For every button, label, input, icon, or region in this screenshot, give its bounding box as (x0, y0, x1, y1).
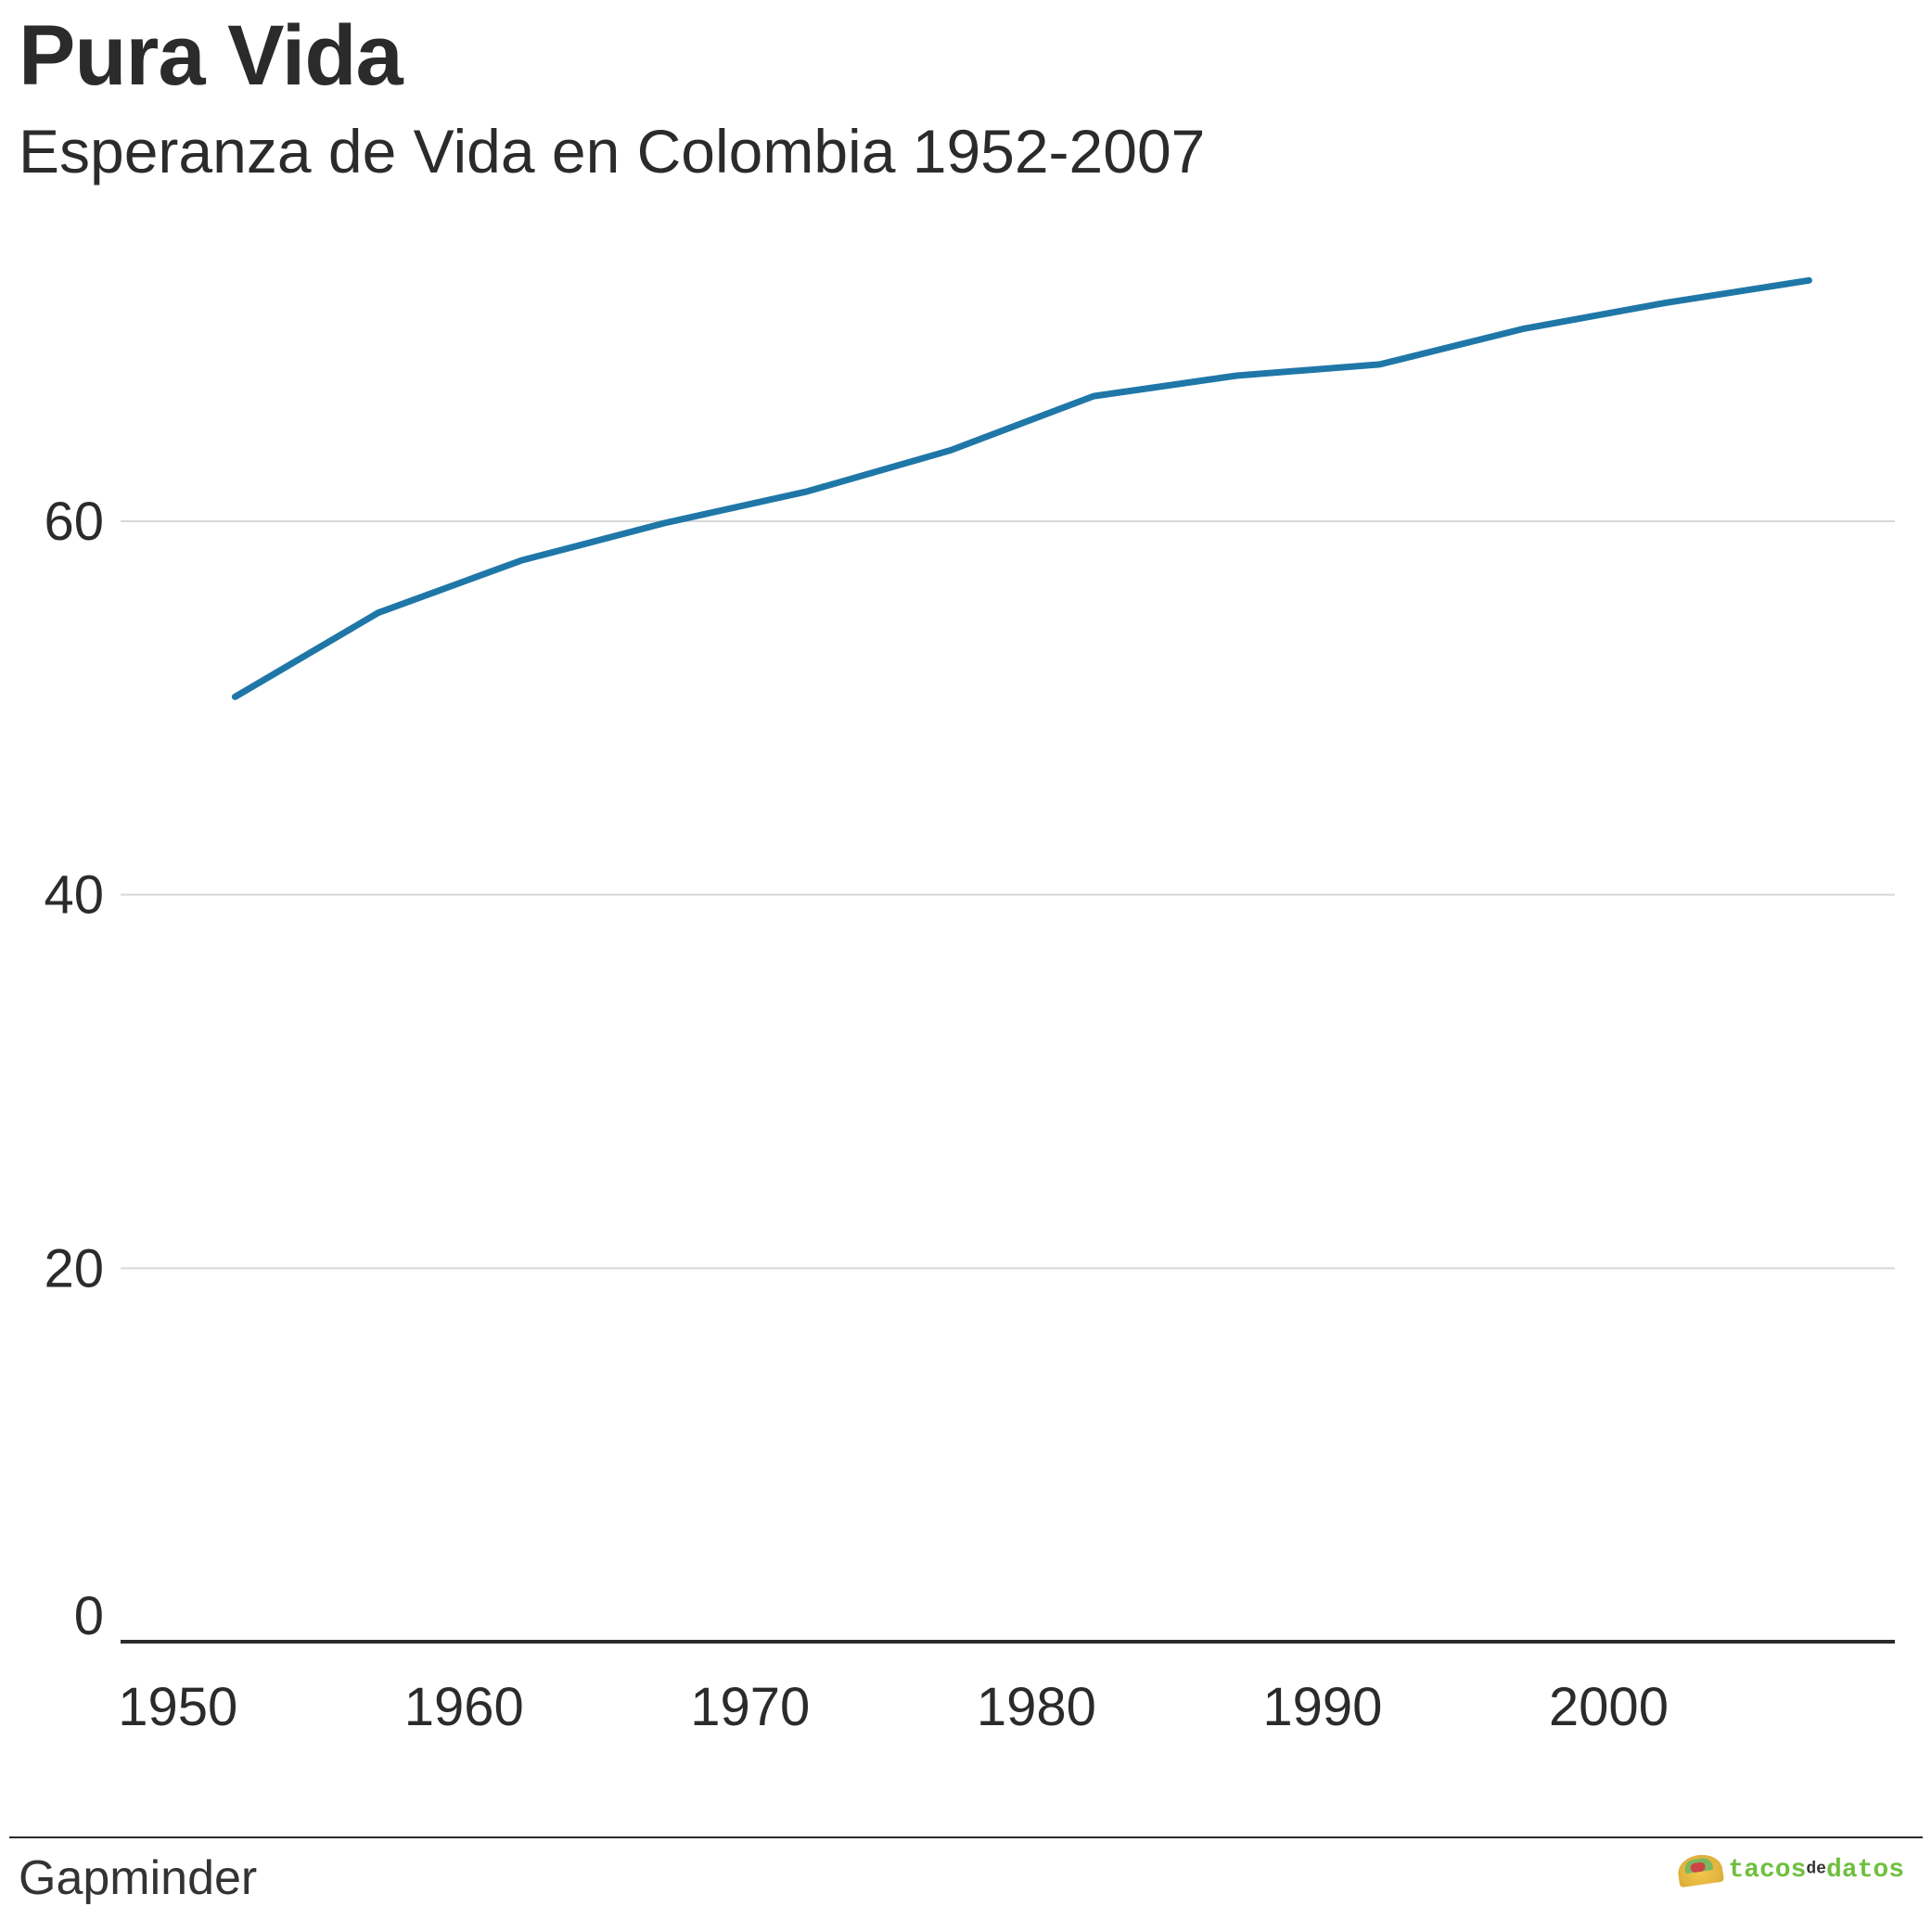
grid (121, 521, 1895, 1642)
life-expectancy-series (235, 280, 1809, 697)
brand-word2: datos (1826, 1856, 1904, 1885)
svg-text:1970: 1970 (690, 1677, 810, 1737)
svg-text:1990: 1990 (1262, 1677, 1382, 1737)
chart-title: Pura Vida (19, 7, 403, 105)
brand-text: tacosdedatos (1728, 1856, 1904, 1885)
source-label: Gapminder (19, 1850, 257, 1906)
svg-text:0: 0 (74, 1586, 104, 1646)
taco-icon (1676, 1852, 1724, 1887)
svg-text:1950: 1950 (118, 1677, 237, 1737)
footer-rule (9, 1836, 1923, 1838)
brand-mid: de (1806, 1860, 1826, 1878)
line-chart: 0 20 40 60 1950 1960 1970 1980 1990 2000 (19, 213, 1913, 1790)
chart-subtitle: Esperanza de Vida en Colombia 1952-2007 (19, 116, 1205, 186)
brand-word1: tacos (1728, 1856, 1806, 1885)
svg-text:2000: 2000 (1549, 1677, 1669, 1737)
svg-text:20: 20 (44, 1238, 104, 1299)
svg-text:1960: 1960 (404, 1677, 524, 1737)
brand-logo: tacosdedatos (1678, 1855, 1904, 1885)
svg-text:1980: 1980 (977, 1677, 1096, 1737)
svg-text:60: 60 (44, 492, 104, 552)
x-axis-ticks: 1950 1960 1970 1980 1990 2000 (118, 1677, 1669, 1737)
y-axis-ticks: 0 20 40 60 (44, 492, 104, 1646)
svg-text:40: 40 (44, 865, 104, 926)
